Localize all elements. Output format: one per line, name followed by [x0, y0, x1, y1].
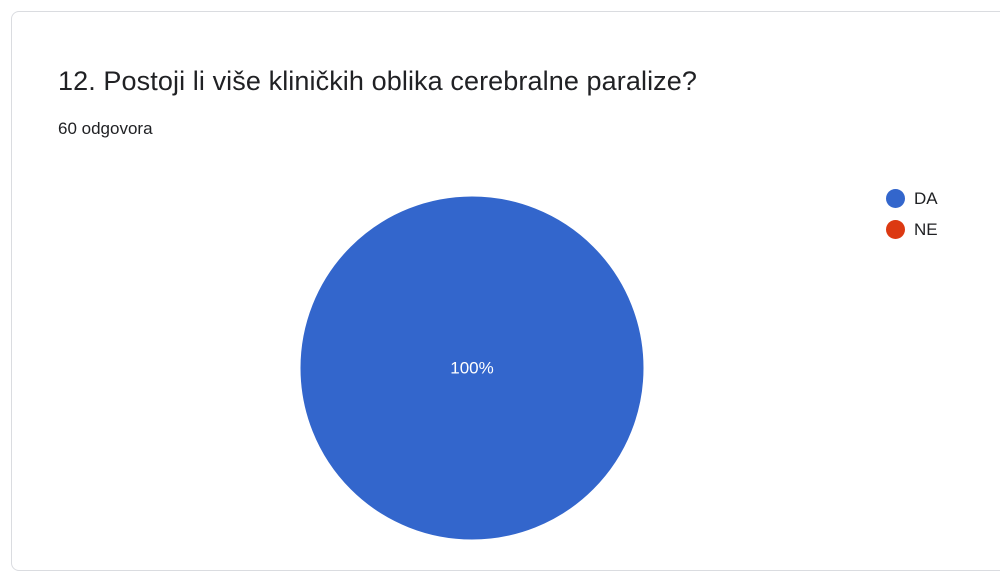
chart-legend: DA NE	[886, 183, 938, 245]
legend-label-da: DA	[914, 188, 938, 208]
response-count: 60 odgovora	[58, 119, 153, 138]
legend-item-ne[interactable]: NE	[886, 214, 938, 245]
pie-chart: 100%	[299, 195, 645, 541]
legend-item-da[interactable]: DA	[886, 183, 938, 214]
pie-slices	[299, 195, 645, 541]
pie-slice-da[interactable]	[299, 195, 645, 541]
pie-labels: 100%	[450, 359, 493, 378]
legend-label-ne: NE	[914, 219, 938, 239]
pie-data-label-da: 100%	[450, 359, 493, 378]
legend-swatch-ne	[886, 220, 905, 239]
question-title: 12. Postoji li više kliničkih oblika cer…	[58, 66, 698, 96]
legend-swatch-da	[886, 189, 905, 208]
